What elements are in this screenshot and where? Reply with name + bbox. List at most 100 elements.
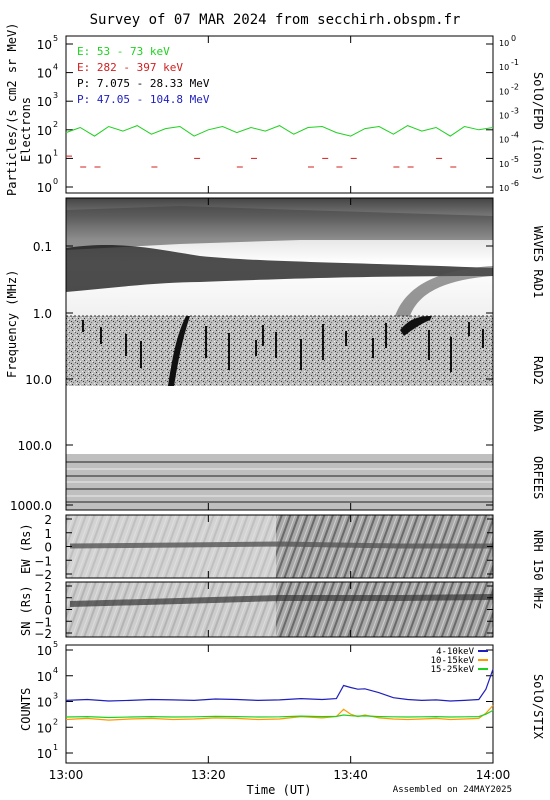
epd-left-tick-exp: 3: [53, 91, 58, 100]
epd-left-tick-exp: 1: [53, 148, 58, 157]
assembled-note: Assembled on 24MAY2025: [393, 785, 512, 795]
epd-right-tick-exp: -4: [511, 131, 519, 140]
orfees-lines: [66, 461, 493, 503]
rad2-spectrum: [66, 316, 493, 386]
time-tick-label: 13:00: [49, 768, 84, 782]
nrh-ew-tick-label: 0: [44, 541, 52, 555]
epd-right-tick-label: 10: [499, 63, 509, 72]
nrh-sn-ylabel: SN (Rs): [19, 585, 33, 636]
rad1-band-lower: [66, 245, 493, 292]
label-orfees: ORFEES: [531, 456, 545, 499]
radio-tick-label: 100.0: [18, 439, 52, 453]
epd-right-tick-label: 10: [499, 112, 509, 121]
xaxis-label: Time (UT): [246, 783, 311, 797]
stix-frame: [65, 644, 494, 764]
nrh-sn-source: [69, 594, 494, 607]
rad2-burst-mark: [345, 331, 347, 346]
nrh-ew-ylabel: EW (Rs): [19, 523, 33, 574]
nrh-ew-tick-label: 1: [44, 527, 52, 541]
nrh-sn-tick-label: 1: [44, 592, 52, 606]
legend-entry-4-10kev: 4-10keV: [436, 647, 475, 657]
legend-entry-e-low: E: 53 - 73 keV: [77, 45, 170, 58]
legend-entry-p-low: P: 7.075 - 28.33 MeV: [77, 77, 210, 90]
epd-left-tick-exp: 0: [53, 177, 58, 186]
epd-ylabel-electrons: Electrons: [19, 97, 33, 162]
nrh-sn-panel: 210−1−2 SN (Rs) NRH 150 MHz: [19, 530, 545, 641]
stix-tick-label: 10: [37, 721, 52, 735]
epd-frame: [65, 35, 494, 194]
legend-entry-10-15kev: 10-15keV: [431, 656, 475, 666]
epd-right-tick-exp: -3: [511, 107, 519, 116]
stix-tick-label: 10: [37, 644, 52, 658]
rad2-burst-mark: [385, 323, 387, 348]
time-tick-label: 13:20: [191, 768, 226, 782]
type-iii-burst-b: [400, 316, 432, 336]
rad1-burst: [395, 266, 493, 316]
nrh-ew-tick-label: 2: [44, 513, 52, 527]
epd-left-tick-exp: 5: [53, 34, 58, 43]
radio-ylabel: Frequency (MHz): [5, 270, 19, 378]
time-axis: 13:00 13:20 13:40 14:00: [49, 36, 510, 782]
label-nrh: NRH 150 MHz: [531, 530, 545, 609]
radio-tick-label: 0.1: [33, 240, 52, 254]
stix-tick-label: 10: [37, 670, 52, 684]
nda-spectrum: [66, 386, 493, 454]
nrh-ew-panel: 210−1−2 EW (Rs): [19, 513, 494, 582]
rad2-burst-mark: [228, 333, 230, 370]
epd-right-tick-exp: -6: [511, 179, 519, 188]
epd-left-tick-label: 10: [37, 67, 52, 81]
epd-right-tick-label: 10: [499, 87, 509, 96]
type-iii-burst-a: [168, 316, 190, 386]
epd-series: [65, 125, 494, 168]
legend-entry-p-high: P: 47.05 - 104.8 MeV: [77, 93, 210, 106]
epd-left-tick-exp: 2: [53, 120, 58, 129]
radio-frame: [65, 197, 494, 511]
rad2-burst-mark: [205, 326, 207, 358]
stix-tick-exp: 1: [53, 743, 58, 752]
epd-right-tick-exp: 0: [511, 34, 516, 43]
stix-tick-exp: 2: [53, 717, 58, 726]
rad2-burst-mark: [255, 340, 257, 356]
label-waves-rad1: WAVES RAD1: [531, 226, 545, 298]
rad2-burst-mark: [428, 330, 430, 360]
stix-tick-exp: 4: [53, 666, 58, 675]
nrh-ew-tick-label: −1: [34, 554, 52, 568]
rad2-burst-mark: [450, 337, 452, 372]
epd-right-label: SolO/EPD: [531, 72, 545, 130]
nrh-sn-tick-label: 2: [44, 580, 52, 594]
rad2-burst-mark: [82, 320, 84, 332]
radio-tick-label: 1.0: [33, 307, 52, 321]
rad2-burst-mark: [140, 341, 142, 368]
stix-series-line: [65, 709, 494, 719]
nrh-ew-ticks: 210−1−2: [34, 513, 493, 582]
epd-right-tick-label: 10: [499, 184, 509, 193]
nrh-sn-quiet: [66, 582, 276, 637]
rad2-burst-mark: [100, 327, 102, 344]
nrh-sn-ticks: 210−1−2: [34, 580, 493, 641]
figure-title: Survey of 07 MAR 2024 from secchirh.obsp…: [90, 12, 461, 28]
stix-tick-exp: 3: [53, 692, 58, 701]
epd-right-tick-label: 10: [499, 39, 509, 48]
label-nda: NDA: [531, 410, 545, 432]
epd-right-tick-exp: -2: [511, 82, 519, 91]
nrh-sn-tick-label: −1: [34, 615, 52, 629]
rad2-burst-mark: [372, 338, 374, 358]
time-tick-label: 13:40: [333, 768, 368, 782]
rad2-burst-mark: [275, 332, 277, 358]
stix-ylabel: COUNTS: [19, 688, 33, 731]
stix-right-label: SolO/STIX: [531, 674, 545, 740]
stix-tick-label: 10: [37, 747, 52, 761]
nrh-sn-tick-label: 0: [44, 604, 52, 618]
rad2-burst-mark: [322, 324, 324, 360]
radio-panel: 0.1 1.0 10.0 100.0 1000.0 Frequency (MHz) WA…: [5, 197, 545, 513]
rad2-burst-mark: [468, 322, 470, 336]
rad2-bursts: [82, 320, 484, 372]
legend-entry-e-high: E: 282 - 397 keV: [77, 61, 183, 74]
epd-left-tick-label: 10: [37, 152, 52, 166]
rad2-burst-mark: [482, 329, 484, 348]
